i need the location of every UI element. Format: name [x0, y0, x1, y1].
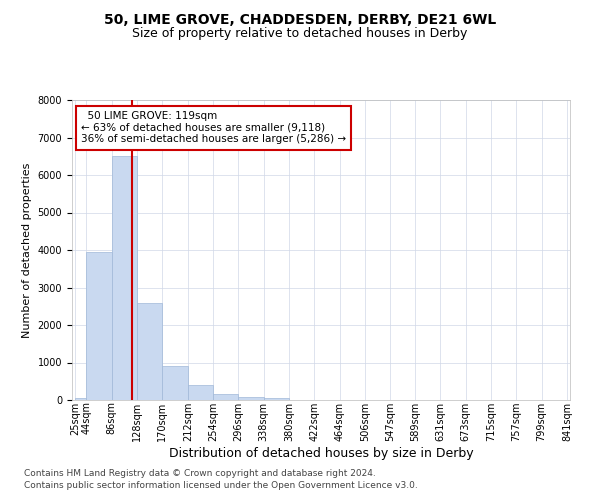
- Text: Contains public sector information licensed under the Open Government Licence v3: Contains public sector information licen…: [24, 481, 418, 490]
- Bar: [188, 385, 213, 400]
- Text: Distribution of detached houses by size in Derby: Distribution of detached houses by size …: [169, 448, 473, 460]
- Bar: [163, 366, 188, 400]
- Y-axis label: Number of detached properties: Number of detached properties: [22, 162, 32, 338]
- Text: Contains HM Land Registry data © Crown copyright and database right 2024.: Contains HM Land Registry data © Crown c…: [24, 468, 376, 477]
- Bar: [137, 302, 163, 400]
- Bar: [86, 252, 112, 400]
- Text: 50 LIME GROVE: 119sqm
← 63% of detached houses are smaller (9,118)
36% of semi-d: 50 LIME GROVE: 119sqm ← 63% of detached …: [81, 112, 346, 144]
- Bar: [264, 398, 289, 400]
- Bar: [112, 156, 137, 400]
- Bar: [75, 398, 86, 400]
- Bar: [238, 397, 264, 400]
- Text: Size of property relative to detached houses in Derby: Size of property relative to detached ho…: [133, 28, 467, 40]
- Text: 50, LIME GROVE, CHADDESDEN, DERBY, DE21 6WL: 50, LIME GROVE, CHADDESDEN, DERBY, DE21 …: [104, 12, 496, 26]
- Bar: [213, 394, 238, 400]
